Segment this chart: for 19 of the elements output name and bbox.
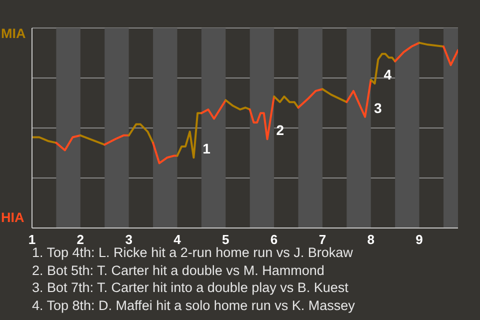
x-tick-label: 5 — [222, 232, 230, 248]
x-tick-label: 8 — [367, 232, 374, 248]
x-tick-label: 1 — [28, 232, 36, 248]
text: 2. Bot 5th: T. Carter hit a double vs M. Hammond — [32, 262, 326, 280]
x-tick-label: 7 — [318, 232, 326, 248]
text: MIA — [1, 26, 26, 42]
text: 3. Bot 7th: T. Carter hit into a double play vs B. Kuest — [32, 279, 350, 298]
text: 4. Top 8th: D. Maffei hit a solo home run vs K. Massey — [32, 297, 355, 315]
text: HIA — [1, 210, 24, 226]
annotation: 1 — [202, 140, 211, 157]
x-tick-label: 2 — [76, 232, 84, 248]
x-tick-label: 3 — [125, 232, 132, 248]
annotation: 3 — [374, 100, 382, 116]
x-tick-label: 9 — [416, 232, 423, 248]
text: 1. Top 4th: L. Ricke hit a 2-run home run vs J. Brokaw — [32, 244, 354, 262]
x-tick-label: 4 — [174, 232, 182, 248]
x-tick-label: 6 — [270, 232, 278, 248]
annotation: 2 — [276, 122, 284, 138]
annotation: 4 — [384, 66, 392, 83]
